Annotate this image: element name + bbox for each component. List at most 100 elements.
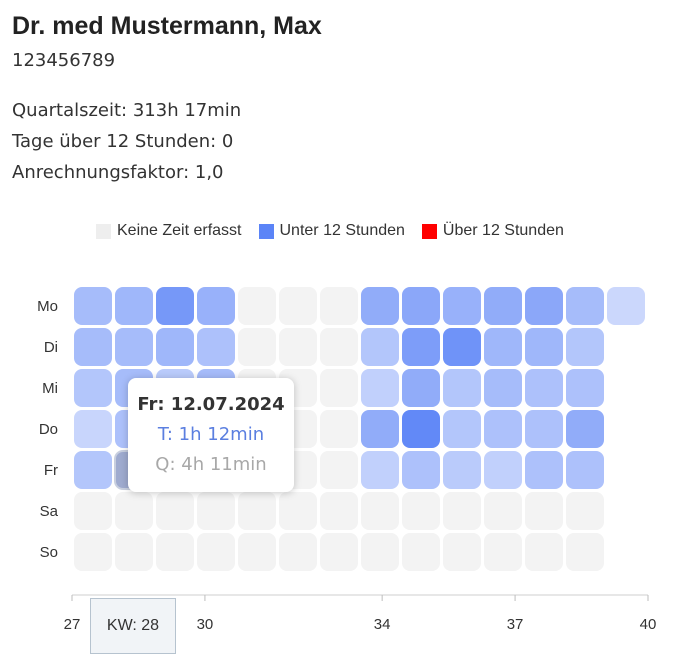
heatmap-cell[interactable]: [156, 287, 194, 325]
heatmap-cell[interactable]: [566, 492, 604, 530]
legend-swatch-under-12: [258, 223, 274, 239]
heatmap-cell[interactable]: [402, 287, 440, 325]
heatmap-cell[interactable]: [484, 451, 522, 489]
heatmap-cell[interactable]: [74, 492, 112, 530]
heatmap-cell[interactable]: [443, 410, 481, 448]
x-tick-label: 40: [640, 616, 657, 633]
heatmap-cell[interactable]: [197, 328, 235, 366]
heatmap-cell[interactable]: [320, 492, 358, 530]
heatmap-cell[interactable]: [607, 287, 645, 325]
heatmap-cell[interactable]: [238, 492, 276, 530]
heatmap-cell[interactable]: [115, 328, 153, 366]
heatmap-cell[interactable]: [115, 533, 153, 571]
heatmap-cell[interactable]: [566, 410, 604, 448]
heatmap-cell[interactable]: [279, 533, 317, 571]
legend-label-under-12: Unter 12 Stunden: [279, 222, 405, 239]
doctor-id: 123456789: [12, 50, 116, 71]
heatmap-cell[interactable]: [566, 533, 604, 571]
legend-item-no-time[interactable]: Keine Zeit erfasst: [96, 222, 242, 240]
heatmap-cell[interactable]: [566, 328, 604, 366]
heatmap-cell[interactable]: [484, 328, 522, 366]
heatmap-cell[interactable]: [361, 410, 399, 448]
legend-label-over-12: Über 12 Stunden: [442, 222, 564, 239]
heatmap-cell[interactable]: [402, 328, 440, 366]
heatmap-cell[interactable]: [484, 533, 522, 571]
heatmap-cell[interactable]: [238, 533, 276, 571]
heatmap-cell[interactable]: [156, 328, 194, 366]
heatmap-cell[interactable]: [525, 369, 563, 407]
axis-pointer-label: KW: 28: [90, 598, 176, 654]
heatmap-cell[interactable]: [525, 533, 563, 571]
day-label-mi: Mi: [42, 380, 58, 397]
x-tick-label: 27: [64, 616, 81, 633]
heatmap-cell[interactable]: [525, 328, 563, 366]
heatmap-cell[interactable]: [361, 533, 399, 571]
heatmap-cell[interactable]: [74, 410, 112, 448]
heatmap-cell[interactable]: [525, 287, 563, 325]
heatmap-cell[interactable]: [443, 287, 481, 325]
day-label-so: So: [40, 544, 58, 561]
heatmap-cell[interactable]: [197, 533, 235, 571]
legend-item-over-12[interactable]: Über 12 Stunden: [421, 222, 564, 240]
heatmap-cell[interactable]: [74, 328, 112, 366]
heatmap-cell[interactable]: [320, 369, 358, 407]
heatmap-cell[interactable]: [525, 410, 563, 448]
x-tick-label: 37: [507, 616, 524, 633]
chart-legend: Keine Zeit erfasst Unter 12 Stunden Über…: [96, 222, 581, 240]
heatmap-cell[interactable]: [402, 533, 440, 571]
heatmap-cell[interactable]: [443, 492, 481, 530]
heatmap-cell[interactable]: [443, 369, 481, 407]
heatmap-cell[interactable]: [320, 451, 358, 489]
heatmap-cell[interactable]: [443, 451, 481, 489]
heatmap-cell[interactable]: [74, 287, 112, 325]
heatmap-cell[interactable]: [279, 492, 317, 530]
heatmap-cell[interactable]: [320, 328, 358, 366]
heatmap-cell[interactable]: [115, 492, 153, 530]
x-tick-label: 30: [197, 616, 214, 633]
heatmap-cell[interactable]: [115, 287, 153, 325]
heatmap-cell[interactable]: [402, 369, 440, 407]
heatmap-cell[interactable]: [402, 451, 440, 489]
legend-swatch-over-12: [421, 223, 437, 239]
heatmap-cell[interactable]: [484, 492, 522, 530]
heatmap-cell[interactable]: [156, 533, 194, 571]
heatmap-cell[interactable]: [156, 492, 194, 530]
heatmap-cell[interactable]: [484, 287, 522, 325]
heatmap-cell[interactable]: [402, 492, 440, 530]
heatmap-cell[interactable]: [74, 369, 112, 407]
legend-item-under-12[interactable]: Unter 12 Stunden: [258, 222, 405, 240]
heatmap-cell[interactable]: [320, 533, 358, 571]
day-label-mo: Mo: [37, 298, 58, 315]
heatmap-cell[interactable]: [279, 287, 317, 325]
heatmap-cell[interactable]: [361, 451, 399, 489]
heatmap-cell[interactable]: [361, 369, 399, 407]
heatmap-cell[interactable]: [197, 287, 235, 325]
heatmap-cell[interactable]: [74, 451, 112, 489]
heatmap-cell[interactable]: [484, 369, 522, 407]
heatmap-cell[interactable]: [279, 328, 317, 366]
day-label-fr: Fr: [44, 462, 58, 479]
heatmap-cell[interactable]: [361, 492, 399, 530]
heatmap-cell[interactable]: [197, 492, 235, 530]
x-tick-label: 34: [374, 616, 391, 633]
doctor-name: Dr. med Mustermann, Max: [12, 12, 322, 40]
heatmap-cell[interactable]: [443, 328, 481, 366]
heatmap-cell[interactable]: [566, 369, 604, 407]
heatmap-cell[interactable]: [566, 451, 604, 489]
stat-quartalszeit: Quartalszeit: 313h 17min: [12, 100, 242, 121]
heatmap-cell[interactable]: [238, 287, 276, 325]
heatmap-cell[interactable]: [525, 451, 563, 489]
heatmap-cell[interactable]: [525, 492, 563, 530]
heatmap-cell[interactable]: [238, 328, 276, 366]
stat-anrechnungsfaktor: Anrechnungsfaktor: 1,0: [12, 162, 224, 183]
heatmap-cell[interactable]: [74, 533, 112, 571]
heatmap-cell[interactable]: [484, 410, 522, 448]
heatmap-cell[interactable]: [566, 287, 604, 325]
heatmap-cell[interactable]: [402, 410, 440, 448]
heatmap-cell[interactable]: [320, 287, 358, 325]
legend-swatch-no-time: [96, 223, 111, 239]
heatmap-cell[interactable]: [361, 328, 399, 366]
heatmap-cell[interactable]: [361, 287, 399, 325]
heatmap-cell[interactable]: [443, 533, 481, 571]
heatmap-cell[interactable]: [320, 410, 358, 448]
